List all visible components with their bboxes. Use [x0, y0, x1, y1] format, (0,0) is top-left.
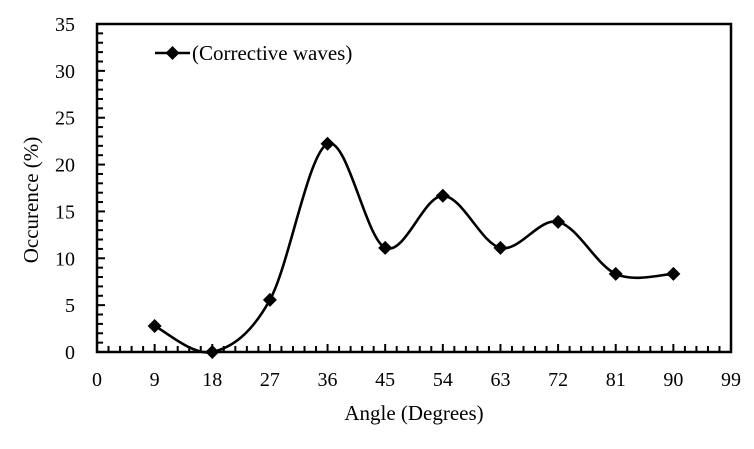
- y-tick-label: 30: [55, 61, 75, 83]
- x-tick-label: 54: [433, 369, 453, 391]
- series-line-corrective-waves: [154, 142, 674, 354]
- x-tick-label: 99: [721, 369, 741, 391]
- y-axis-ticks: [97, 23, 105, 353]
- x-tick-label: 0: [92, 369, 102, 391]
- y-tick-label: 0: [65, 342, 75, 364]
- data-point-diamond-marker: [666, 266, 681, 281]
- y-tick-label: 35: [55, 14, 75, 36]
- plot-frame: [95, 22, 733, 354]
- x-tick-label: 63: [490, 369, 510, 391]
- data-point-diamond-marker: [378, 240, 393, 255]
- data-point-diamond-marker: [147, 318, 162, 333]
- x-axis-tick-labels: 0 9 18 27 36 45 54 63 72 81 90 99: [92, 369, 741, 391]
- legend-diamond-marker-icon: [165, 46, 180, 60]
- data-point-diamond-marker: [205, 345, 220, 359]
- x-tick-label: 36: [318, 369, 338, 391]
- x-tick-label: 18: [202, 369, 222, 391]
- y-tick-label: 5: [65, 295, 75, 317]
- x-axis-title: Angle (Degrees): [344, 401, 483, 425]
- plot-border: [95, 22, 733, 354]
- y-tick-label: 10: [55, 248, 75, 270]
- data-point-diamond-marker: [320, 136, 335, 151]
- x-tick-label: 27: [260, 369, 280, 391]
- legend: (Corrective waves): [155, 41, 352, 65]
- y-tick-label: 25: [55, 108, 75, 130]
- x-tick-label: 90: [663, 369, 683, 391]
- data-point-diamond-marker: [262, 292, 277, 307]
- data-point-diamond-marker: [435, 188, 450, 203]
- x-tick-label: 45: [375, 369, 395, 391]
- data-point-diamond-marker: [551, 214, 566, 229]
- y-axis-title: Occurence (%): [19, 137, 43, 264]
- data-point-diamond-marker: [608, 266, 623, 281]
- y-axis-tick-labels: 0 5 10 15 20 25 30 35: [55, 14, 75, 364]
- y-tick-label: 20: [55, 155, 75, 177]
- legend-label: (Corrective waves): [192, 41, 352, 65]
- x-tick-label: 72: [548, 369, 568, 391]
- series-markers: [147, 136, 681, 359]
- x-tick-label: 9: [150, 369, 160, 391]
- y-tick-label: 15: [55, 201, 75, 223]
- data-point-diamond-marker: [493, 240, 508, 255]
- x-tick-label: 81: [606, 369, 626, 391]
